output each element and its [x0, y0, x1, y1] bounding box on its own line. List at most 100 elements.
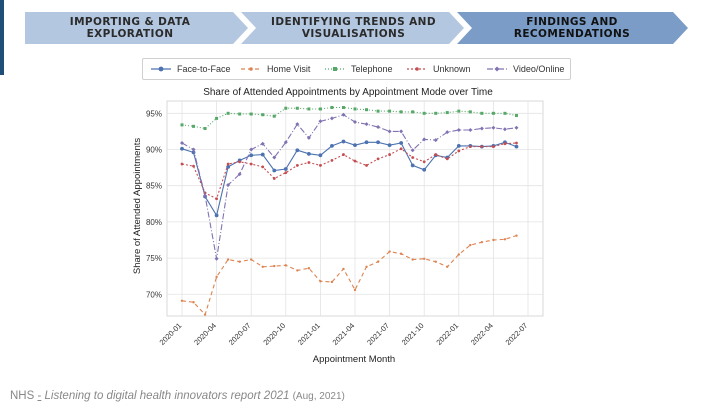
y-tick-label: 70%	[146, 290, 162, 299]
series-line-telephone	[181, 106, 517, 130]
data-point-telephone	[318, 107, 322, 111]
data-point-unknown	[411, 156, 415, 159]
y-tick-label: 85%	[146, 182, 162, 191]
data-point-video-online	[272, 155, 277, 160]
series-layer	[180, 106, 519, 316]
data-point-home-visit	[330, 280, 334, 284]
data-point-telephone	[422, 111, 426, 115]
data-point-video-online	[514, 125, 519, 130]
data-point-face-to-face	[410, 163, 415, 168]
data-point-telephone	[399, 110, 403, 114]
data-point-unknown	[492, 145, 495, 149]
line-chart: Share of Attended Appointments by Appoin…	[132, 87, 544, 365]
data-point-video-online	[456, 127, 461, 132]
data-point-unknown	[295, 164, 299, 167]
data-point-telephone	[411, 110, 415, 114]
data-point-home-visit	[423, 257, 426, 261]
step-importing-shape	[25, 12, 248, 44]
citation-dash-link[interactable]: -	[37, 390, 42, 402]
data-point-video-online	[491, 125, 496, 130]
series-line-face-to-face	[181, 140, 517, 217]
legend-item-home-visit: Home Visit	[241, 59, 310, 79]
data-point-home-visit	[215, 275, 218, 279]
x-tick-label: 2021-10	[400, 321, 426, 347]
data-point-video-online	[191, 147, 196, 152]
citation-source: NHS	[10, 390, 35, 402]
step-importing[interactable]: IMPORTING & DATA EXPLORATION	[25, 12, 235, 44]
data-point-telephone	[353, 107, 357, 111]
data-point-video-online	[295, 122, 300, 127]
series-line-home-visit	[181, 235, 517, 316]
data-point-video-online	[260, 141, 265, 146]
legend-swatch-face-to-face	[151, 66, 171, 72]
data-point-face-to-face	[180, 146, 184, 151]
data-point-home-visit	[203, 313, 207, 316]
data-point-face-to-face	[318, 153, 323, 158]
series-line-unknown	[181, 142, 517, 200]
data-point-home-visit	[353, 288, 357, 292]
process-steps	[25, 12, 688, 44]
data-point-face-to-face	[249, 153, 254, 158]
accent-bar	[0, 0, 4, 75]
chart-legend: Face-to-Face Home Visit Telephone Unknow…	[142, 58, 571, 80]
data-point-unknown	[342, 153, 345, 156]
data-point-video-online	[180, 140, 184, 145]
legend-swatch-video-online	[487, 66, 507, 72]
data-point-video-online	[306, 135, 311, 140]
data-point-video-online	[376, 125, 381, 130]
data-point-face-to-face	[399, 141, 404, 145]
step-trends-label-line1: IDENTIFYING TRENDS AND	[271, 16, 436, 28]
data-point-unknown	[480, 145, 484, 149]
data-point-video-online	[387, 129, 392, 134]
data-point-unknown	[226, 162, 230, 166]
data-point-telephone	[468, 110, 472, 114]
data-point-unknown	[515, 141, 518, 145]
data-point-telephone	[330, 106, 334, 110]
step-findings[interactable]: FINDINGS AND RECOMENDATIONS	[472, 12, 672, 44]
data-point-home-visit	[503, 238, 507, 241]
data-point-video-online	[329, 116, 334, 121]
data-point-unknown	[192, 164, 195, 168]
data-point-home-visit	[515, 234, 518, 237]
x-tick-label: 2021-01	[296, 321, 322, 347]
data-point-telephone	[388, 109, 392, 113]
x-tick-label: 2022-04	[469, 321, 495, 347]
data-point-unknown	[284, 171, 288, 175]
x-tick-label: 2022-01	[434, 321, 460, 347]
data-point-unknown	[468, 145, 472, 149]
data-point-telephone	[261, 113, 265, 117]
legend-swatch-telephone	[325, 67, 345, 71]
data-point-face-to-face	[422, 167, 427, 172]
data-point-telephone	[284, 106, 288, 110]
data-point-home-visit	[480, 240, 484, 244]
data-point-telephone	[434, 111, 438, 115]
legend-label-telephone: Telephone	[351, 64, 393, 74]
data-point-face-to-face	[456, 143, 461, 148]
data-point-telephone	[249, 112, 253, 116]
data-point-face-to-face	[295, 148, 300, 153]
data-point-face-to-face	[283, 167, 288, 171]
data-point-telephone	[180, 123, 184, 127]
step-findings-label-line1: FINDINGS AND	[526, 16, 618, 28]
data-point-home-visit	[238, 260, 241, 263]
data-point-home-visit	[180, 299, 184, 302]
x-tick-label: 2020-01	[158, 321, 184, 347]
data-point-home-visit	[226, 258, 230, 261]
legend-item-face-to-face: Face-to-Face	[151, 59, 231, 79]
step-trends[interactable]: IDENTIFYING TRENDS AND VISUALISATIONS	[256, 12, 451, 44]
legend-swatch-unknown	[407, 67, 427, 71]
step-importing-label: IMPORTING & DATA EXPLORATION	[69, 16, 191, 40]
data-point-unknown	[445, 157, 449, 161]
data-point-face-to-face	[214, 213, 219, 218]
step-findings-shape	[457, 12, 688, 44]
data-point-unknown	[503, 142, 507, 146]
legend-label-unknown: Unknown	[433, 64, 471, 74]
data-point-face-to-face	[353, 143, 357, 148]
legend-swatch-home-visit	[241, 67, 261, 71]
data-point-telephone	[295, 106, 299, 110]
data-point-unknown	[399, 147, 403, 151]
x-tick-label: 2021-07	[365, 321, 391, 347]
data-point-telephone	[203, 127, 207, 131]
data-point-unknown	[457, 149, 461, 153]
citation-date: (Aug, 2021)	[292, 391, 345, 402]
